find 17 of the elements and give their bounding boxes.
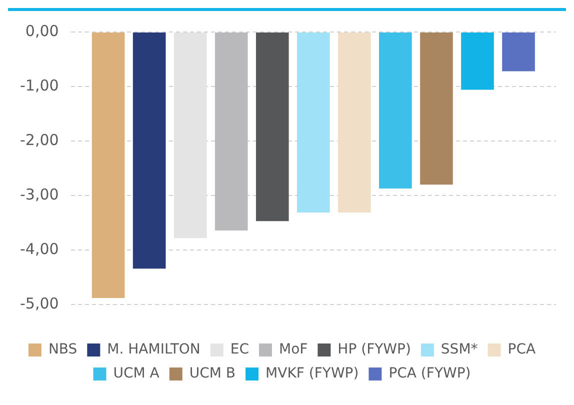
y-tick-label: 0,00 — [25, 22, 59, 40]
legend-label: SSM* — [440, 342, 478, 358]
y-tick-label: -4,00 — [20, 240, 59, 258]
legend-label: NBS — [48, 342, 78, 358]
legend-label: M. HAMILTON — [107, 342, 200, 358]
y-tick-label: -3,00 — [20, 185, 59, 204]
y-tick-label: -2,00 — [20, 130, 59, 149]
y-tick-label: -1,00 — [20, 76, 59, 94]
legend-label: MoF — [278, 342, 308, 358]
legend-label: UCM A — [113, 366, 160, 382]
legend-label: HP (FYWP) — [338, 342, 411, 358]
legend-label: MVKF (FYWP) — [266, 366, 359, 382]
legend-label: PCA — [508, 342, 536, 358]
legend-label: EC — [230, 342, 250, 358]
y-tick-label: -5,00 — [20, 294, 59, 312]
legend-label: UCM B — [189, 366, 236, 382]
legend-label: PCA (FYWP) — [388, 366, 471, 382]
